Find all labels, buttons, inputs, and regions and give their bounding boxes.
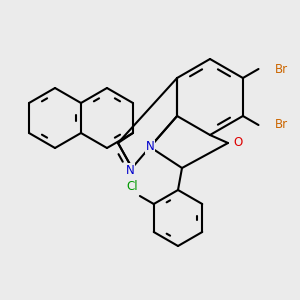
Text: Br: Br bbox=[274, 62, 288, 76]
Text: Cl: Cl bbox=[126, 179, 138, 193]
Text: N: N bbox=[146, 140, 154, 154]
Text: O: O bbox=[233, 136, 243, 149]
Text: N: N bbox=[126, 164, 134, 176]
Text: Br: Br bbox=[274, 118, 288, 131]
